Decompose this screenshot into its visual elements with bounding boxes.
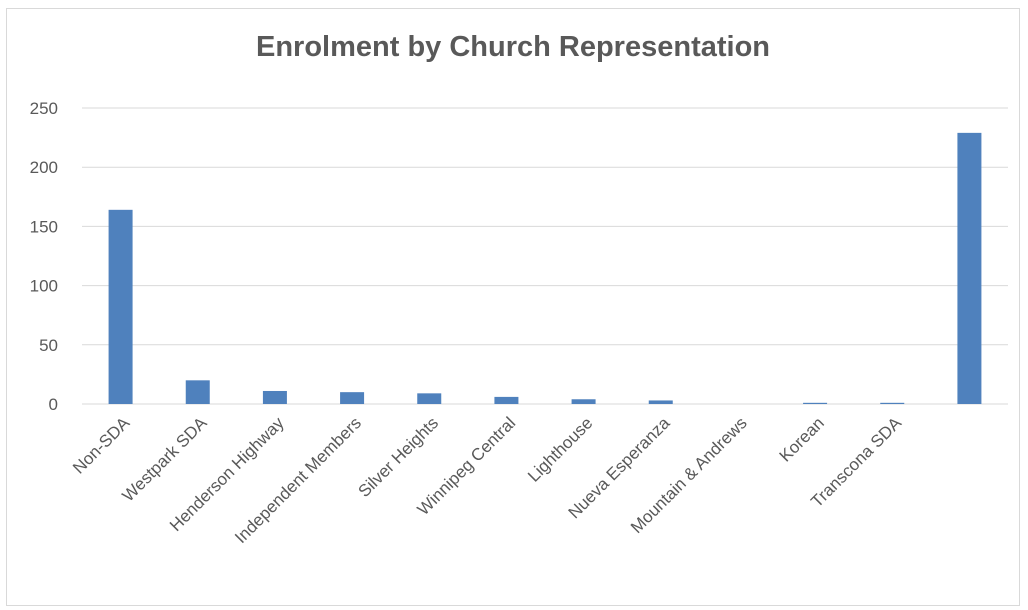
chart-title: Enrolment by Church Representation <box>255 31 770 63</box>
bar <box>417 393 442 404</box>
y-tick-label: 150 <box>30 217 58 236</box>
bar <box>880 402 905 404</box>
bar <box>648 400 673 404</box>
bar <box>185 380 210 404</box>
y-tick-label: 0 <box>49 395 58 414</box>
bar <box>957 132 982 404</box>
x-tick-label: Lighthouse <box>524 413 596 485</box>
x-tick-label: Non-SDA <box>69 413 134 478</box>
bar <box>494 396 519 404</box>
y-tick-label: 50 <box>39 336 58 355</box>
y-tick-label: 250 <box>30 99 58 118</box>
bar <box>262 390 287 404</box>
y-tick-label: 100 <box>30 277 58 296</box>
bar <box>108 209 133 404</box>
x-tick-label: Korean <box>776 413 828 465</box>
bar <box>340 392 365 404</box>
bar <box>803 402 828 404</box>
bar <box>571 399 596 404</box>
x-tick-label: Independent Members <box>231 413 365 547</box>
y-tick-label: 200 <box>30 158 58 177</box>
x-tick-label: Silver Heights <box>354 413 442 501</box>
